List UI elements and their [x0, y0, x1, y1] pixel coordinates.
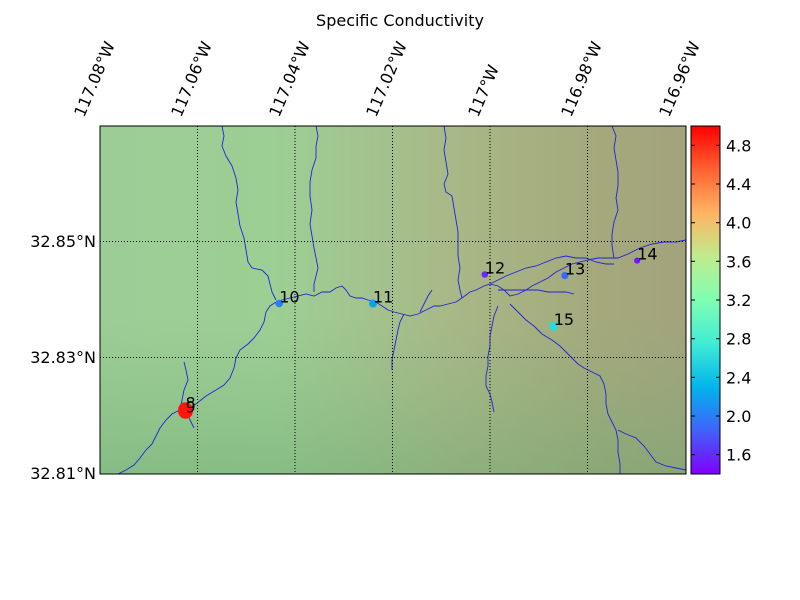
lon-label: 117.02°W: [362, 39, 411, 120]
colorbar-tick-label: 3.6: [726, 252, 751, 271]
colorbar-tick-label: 2.0: [726, 407, 751, 426]
river-east-branch-2: [498, 289, 575, 295]
lon-label: 116.96°W: [655, 39, 704, 120]
station-marker-12: [481, 271, 489, 278]
grid-lines: [100, 126, 686, 474]
lon-label: 117.04°W: [265, 39, 314, 120]
colorbar-tick-label: 2.8: [726, 330, 751, 349]
map-frame: [99, 125, 687, 475]
lat-label: 32.81°N: [30, 464, 96, 483]
river-north-east-2: [611, 126, 619, 259]
river-south-west-creek-2: [179, 361, 189, 411]
station-label-11: 11: [373, 288, 393, 307]
station-marker-9: [178, 404, 193, 419]
colorbar-tick-label: 1.6: [726, 446, 751, 465]
longitude-labels: 117.08°W 117.06°W 117.04°W 117.02°W 117°…: [70, 39, 704, 120]
station-marker-14: [634, 257, 641, 264]
lat-label: 32.83°N: [30, 348, 96, 367]
colorbar: 1.6 2.0 2.4 2.8 3.2 3.6 4.0 4.4 4.8: [690, 125, 751, 475]
station-marker-13: [561, 272, 569, 280]
station-label-15: 15: [554, 310, 574, 329]
station-label-9: 9: [186, 397, 196, 416]
colorbar-tick-label: 4.8: [726, 136, 751, 155]
station-label-12: 12: [485, 259, 505, 278]
station-marker-10: [275, 299, 284, 308]
colorbar-ticks: 1.6 2.0 2.4 2.8 3.2 3.6 4.0 4.4 4.8: [691, 136, 751, 465]
station-layer: 89 10 11 12 13 14 15: [178, 245, 658, 419]
station-marker-15: [549, 321, 559, 331]
colorbar-tick-label: 4.0: [726, 214, 751, 233]
river-north-center: [309, 126, 319, 292]
river-north-west: [221, 126, 277, 301]
latitude-labels: 32.85°N 32.83°N 32.81°N: [30, 232, 96, 483]
river-middle-creek: [419, 289, 433, 313]
colorbar-gradient: [690, 125, 721, 475]
lon-label: 116.98°W: [557, 39, 606, 120]
lon-label: 117.08°W: [70, 39, 119, 120]
river-south-east: [509, 303, 621, 474]
station-label-10: 10: [279, 288, 299, 307]
map-area: 89 10 11 12 13 14 15: [99, 125, 687, 475]
lat-label: 32.85°N: [30, 232, 96, 251]
colorbar-tick-label: 3.2: [726, 291, 751, 310]
lon-label: 117.06°W: [167, 39, 216, 120]
river-north-east: [443, 126, 463, 299]
colorbar-tick-label: 4.4: [726, 175, 751, 194]
lon-label: 117°W: [464, 62, 503, 120]
station-label-14: 14: [637, 245, 657, 264]
colorbar-tick-label: 2.4: [726, 368, 751, 387]
river-south-2: [485, 305, 499, 413]
river-east-branch: [489, 255, 614, 285]
station-marker-11: [369, 299, 377, 308]
river-main: [117, 239, 686, 474]
station-label-13: 13: [565, 260, 585, 279]
station-label-8: 8: [186, 394, 196, 413]
river-south-east-2: [617, 429, 686, 471]
map-title: Specific Conductivity: [316, 11, 484, 30]
